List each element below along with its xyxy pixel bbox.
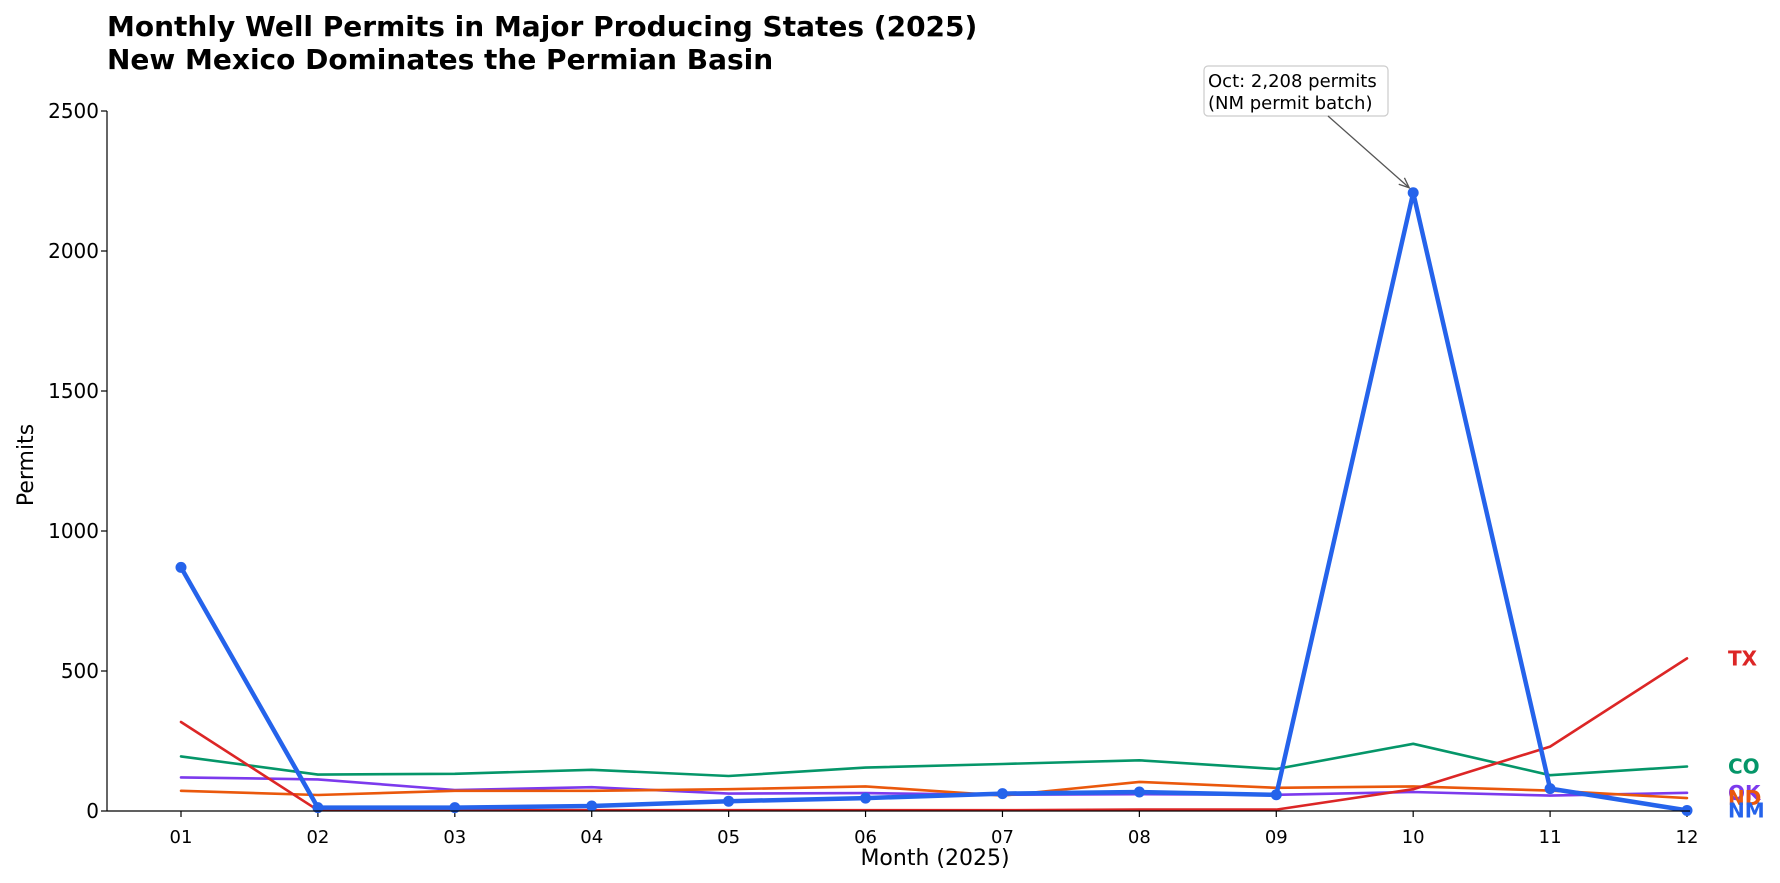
annotation-arrow [1327, 115, 1410, 189]
data-point-nm [449, 802, 461, 814]
x-tick-label: 07 [991, 827, 1014, 848]
chart-title-line-1: Monthly Well Permits in Major Producing … [107, 10, 977, 43]
y-axis-title: Permits [14, 424, 39, 506]
y-tick-label: 2000 [48, 239, 99, 263]
chart-title: Monthly Well Permits in Major Producing … [107, 10, 977, 76]
x-tick-label: 05 [717, 827, 740, 848]
data-point-nm [312, 802, 324, 814]
x-axis-title: Month (2025) [860, 846, 1009, 871]
x-tick-label: 03 [443, 827, 466, 848]
x-tick-label: 04 [580, 827, 603, 848]
data-point-nm [586, 800, 598, 812]
data-point-nm [723, 795, 735, 807]
y-tick-label: 500 [61, 659, 99, 683]
end-label-nm: NM [1728, 798, 1765, 822]
series-line-nm [178, 190, 1690, 813]
x-tick-label: 10 [1402, 827, 1425, 848]
x-tick-label: 09 [1265, 827, 1288, 848]
y-axis-ticks: 0 500 1000 1500 2000 2500 [48, 99, 107, 823]
series-line-nd [179, 780, 1689, 800]
data-point-nm [175, 561, 187, 573]
end-label-nd: ND [1728, 786, 1761, 810]
x-tick-label: 02 [306, 827, 329, 848]
end-label-co: CO [1728, 754, 1760, 778]
annotation-arrowhead [1398, 177, 1411, 189]
data-point-nm [1544, 783, 1556, 795]
x-axis-ticks: 01 02 03 04 05 06 07 08 09 10 11 12 [170, 811, 1699, 848]
data-point-nm [1133, 786, 1145, 798]
series-layer [175, 187, 1693, 816]
y-tick-label: 2500 [48, 99, 99, 123]
data-point-nm [1270, 789, 1282, 801]
peak-annotation: Oct: 2,208 permits(NM permit batch) [1203, 65, 1411, 189]
chart-title-line-2: New Mexico Dominates the Permian Basin [107, 43, 773, 76]
x-tick-label: 11 [1539, 827, 1562, 848]
annotation-text-line: Oct: 2,208 permits [1208, 71, 1377, 92]
y-tick-label: 1500 [48, 379, 99, 403]
y-tick-label: 1000 [48, 519, 99, 543]
y-tick-label: 0 [86, 799, 99, 823]
x-tick-label: 06 [854, 827, 877, 848]
annotation-box [1203, 65, 1389, 117]
data-point-nm [860, 792, 872, 804]
series-line-tx [179, 657, 1689, 812]
data-point-nm [996, 788, 1008, 800]
annotation-text-line: (NM permit batch) [1208, 93, 1372, 114]
x-tick-label: 12 [1676, 827, 1699, 848]
end-label-tx: TX [1728, 646, 1758, 670]
x-tick-label: 01 [170, 827, 193, 848]
series-line-co [179, 742, 1689, 778]
data-point-nm [1407, 187, 1419, 199]
x-tick-label: 08 [1128, 827, 1151, 848]
end-label-ok: OK [1728, 781, 1762, 805]
